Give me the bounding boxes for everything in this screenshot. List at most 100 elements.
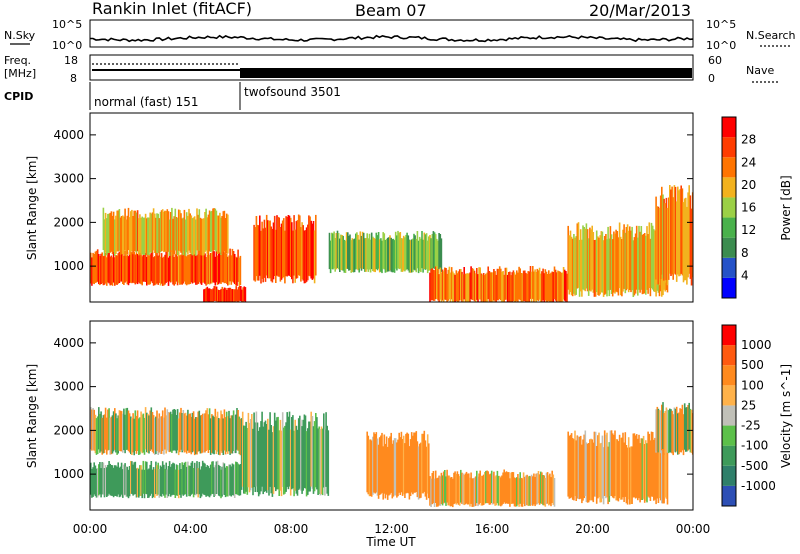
velocity-echo-column [147,413,149,453]
power-echo-column [372,236,374,272]
power-echo-column [647,234,649,294]
power-echo-column [228,255,230,285]
velocity-echo-column [124,463,126,495]
power-echo-column [493,269,495,301]
power-echo-column [360,235,363,271]
velocity-echo-column [92,408,94,450]
power-echo-column [188,208,190,251]
velocity-echo-column [624,432,627,497]
velocity-echo-column [325,412,327,487]
velocity-echo-column [136,410,139,451]
velocity-echo-column [208,408,211,450]
velocity-echo-column [449,477,452,507]
power-echo-column [357,234,359,271]
power-echo-column [297,214,300,276]
power-echo-column [312,221,315,279]
velocity-echo-column [634,435,637,499]
power-echo-column [102,256,105,286]
power-echo-column [650,222,653,289]
power-echo-column [225,213,228,253]
power-echo-column [610,234,613,294]
power-echo-column [525,272,527,302]
power-echo-column [685,197,687,281]
velocity-echo-column [413,432,415,493]
power-echo-column [437,240,439,274]
power-echo-column [432,269,435,301]
velocity-echo-column [316,417,318,490]
velocity-echo-column [199,415,202,454]
velocity-echo-column [264,420,267,492]
velocity-echo-column [120,462,123,495]
velocity-echo-column [526,474,528,506]
velocity-echo-column [474,476,477,506]
velocity-echo-column [195,464,197,496]
velocity-echo-column [241,411,244,487]
power-echo-column [686,206,688,285]
power-echo-column [308,215,310,276]
power-echo-column [93,254,95,285]
velocity-ytick-label: 4000 [53,336,84,350]
velocity-echo-column [177,418,180,456]
velocity-echo-column [615,439,617,501]
beam-title: Beam 07 [355,1,427,20]
velocity-echo-column [428,443,430,499]
velocity-echo-column [452,478,454,508]
power-echo-column [672,197,674,280]
power-echo-column [431,268,434,300]
power-echo-column [255,216,258,277]
velocity-echo-column [238,416,241,455]
velocity-echo-column [132,464,134,496]
velocity-echo-column [191,412,194,453]
power-echo-column [236,289,239,302]
velocity-echo-column [154,418,156,455]
power-echo-column [219,251,221,283]
power-echo-column [569,230,572,293]
power-echo-column [276,215,278,276]
power-echo-column [397,230,399,269]
power-echo-column [386,237,389,272]
velocity-echo-column [496,470,499,504]
velocity-echo-column [534,476,536,507]
velocity-echo-column [385,436,388,495]
velocity-echo-column [206,465,209,496]
power-echo-column [545,271,548,302]
power-echo-column [430,269,432,301]
power-echo-column [271,228,274,283]
velocity-echo-column [231,463,234,496]
power-echo-column [538,267,541,300]
velocity-echo-column [94,465,97,497]
power-echo-column [504,267,507,300]
velocity-echo-column [540,471,542,504]
power-echo-column [536,268,539,301]
velocity-echo-column [293,430,295,497]
velocity-echo-column [372,436,374,495]
power-echo-column [195,219,197,256]
power-echo-column [185,256,188,286]
velocity-echo-column [126,466,129,497]
power-ytick-label: 4000 [53,128,84,142]
power-echo-column [165,251,167,283]
power-echo-column [103,255,106,285]
power-echo-column [609,226,612,290]
power-echo-column [106,257,108,286]
power-echo-column [149,212,151,253]
velocity-echo-column [220,410,222,452]
velocity-echo-column [106,417,108,455]
power-echo-column [682,202,685,283]
velocity-echo-column [116,418,118,455]
velocity-echo-column [438,475,440,506]
velocity-echo-column [195,417,197,455]
velocity-echo-column [140,411,142,452]
velocity-echo-column [152,467,155,497]
velocity-echo-column [542,475,544,506]
power-echo-column [292,230,294,284]
power-echo-column [687,192,689,278]
power-echo-column [112,250,115,283]
power-echo-column [302,225,304,281]
power-echo-column [169,250,172,283]
power-echo-column [283,218,285,278]
velocity-echo-column [132,413,134,453]
power-echo-column [157,255,159,285]
power-echo-column [224,251,227,283]
velocity-echo-column [617,441,620,502]
